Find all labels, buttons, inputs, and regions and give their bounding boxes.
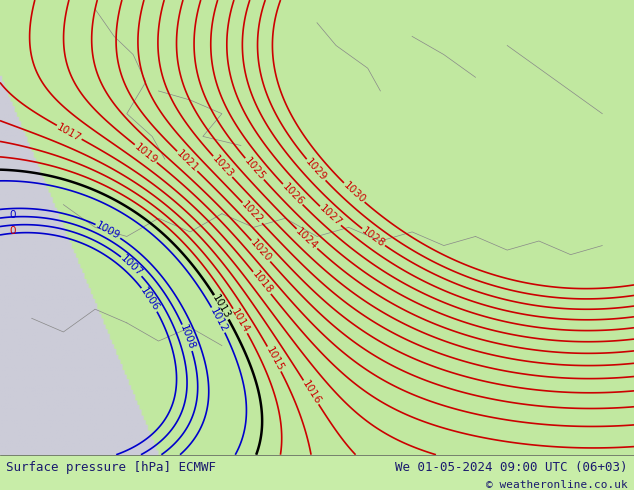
Text: 1021: 1021 [174,148,200,174]
Text: 1013: 1013 [210,294,233,321]
Text: 1016: 1016 [300,379,322,406]
Text: 1026: 1026 [280,181,306,207]
Text: 1015: 1015 [264,345,285,373]
Text: 0: 0 [10,226,16,236]
Text: 0: 0 [10,210,16,221]
Text: 1020: 1020 [249,238,273,264]
Text: 1018: 1018 [250,270,274,296]
Text: 1006: 1006 [138,286,161,313]
Text: 1019: 1019 [133,142,159,166]
Text: © weatheronline.co.uk: © weatheronline.co.uk [486,480,628,490]
Text: 1024: 1024 [294,226,320,251]
Text: 1009: 1009 [94,220,122,242]
Text: 1007: 1007 [119,253,145,279]
Text: 1012: 1012 [208,306,229,334]
Text: 1014: 1014 [230,307,251,335]
Text: 1023: 1023 [210,153,235,180]
Text: 1025: 1025 [242,156,267,182]
Text: 1030: 1030 [341,180,367,205]
Text: We 01-05-2024 09:00 UTC (06+03): We 01-05-2024 09:00 UTC (06+03) [395,461,628,473]
Text: 1027: 1027 [317,203,344,228]
Text: 1022: 1022 [240,200,265,226]
Text: 1028: 1028 [360,225,387,249]
Text: 1017: 1017 [55,122,83,143]
Text: Surface pressure [hPa] ECMWF: Surface pressure [hPa] ECMWF [6,461,216,473]
Text: 1029: 1029 [304,157,328,183]
Text: 1008: 1008 [178,323,197,352]
